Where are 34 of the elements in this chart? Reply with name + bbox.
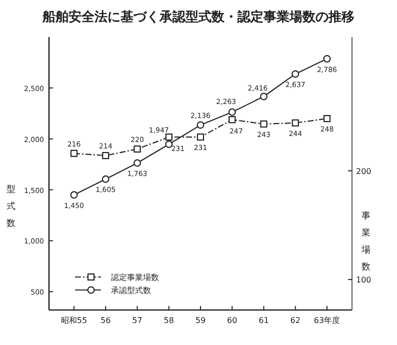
legend-label: 認定事業場数 xyxy=(111,273,159,282)
x-tick-label: 60 xyxy=(227,316,238,325)
point xyxy=(292,70,300,78)
point xyxy=(228,116,236,124)
x-tick-label: 61 xyxy=(258,316,269,325)
point xyxy=(102,175,110,183)
x-tick-label: 63年度 xyxy=(314,316,340,325)
point xyxy=(323,115,331,122)
point xyxy=(323,55,331,63)
point xyxy=(196,134,204,141)
x-tick-label: 56 xyxy=(100,316,111,325)
y2-tick-label: 100 xyxy=(356,276,372,285)
point xyxy=(196,121,204,129)
point xyxy=(165,140,173,148)
x-tick-label: 59 xyxy=(195,316,206,325)
point xyxy=(70,191,78,199)
point xyxy=(134,159,141,167)
x-tick-label: 62 xyxy=(290,316,300,325)
legend-label: 承認型式数 xyxy=(111,286,151,295)
point xyxy=(292,119,299,126)
point xyxy=(134,145,141,153)
point xyxy=(228,108,236,116)
x-tick-label: 57 xyxy=(132,316,142,325)
chart-title: 船舶安全法に基づく承認型式数・認定事業場数の推移 xyxy=(42,9,354,25)
x-tick-label: 昭和55 xyxy=(60,316,88,325)
x-tick-label: 58 xyxy=(164,316,174,325)
point xyxy=(260,120,268,128)
point xyxy=(70,150,78,157)
point xyxy=(102,152,110,160)
y2-tick-label: 200 xyxy=(356,166,372,176)
point xyxy=(260,92,268,100)
y2-axis-title: 事業場数 xyxy=(360,210,370,272)
y-axis-title: 型式数 xyxy=(6,184,16,229)
point xyxy=(165,134,172,141)
